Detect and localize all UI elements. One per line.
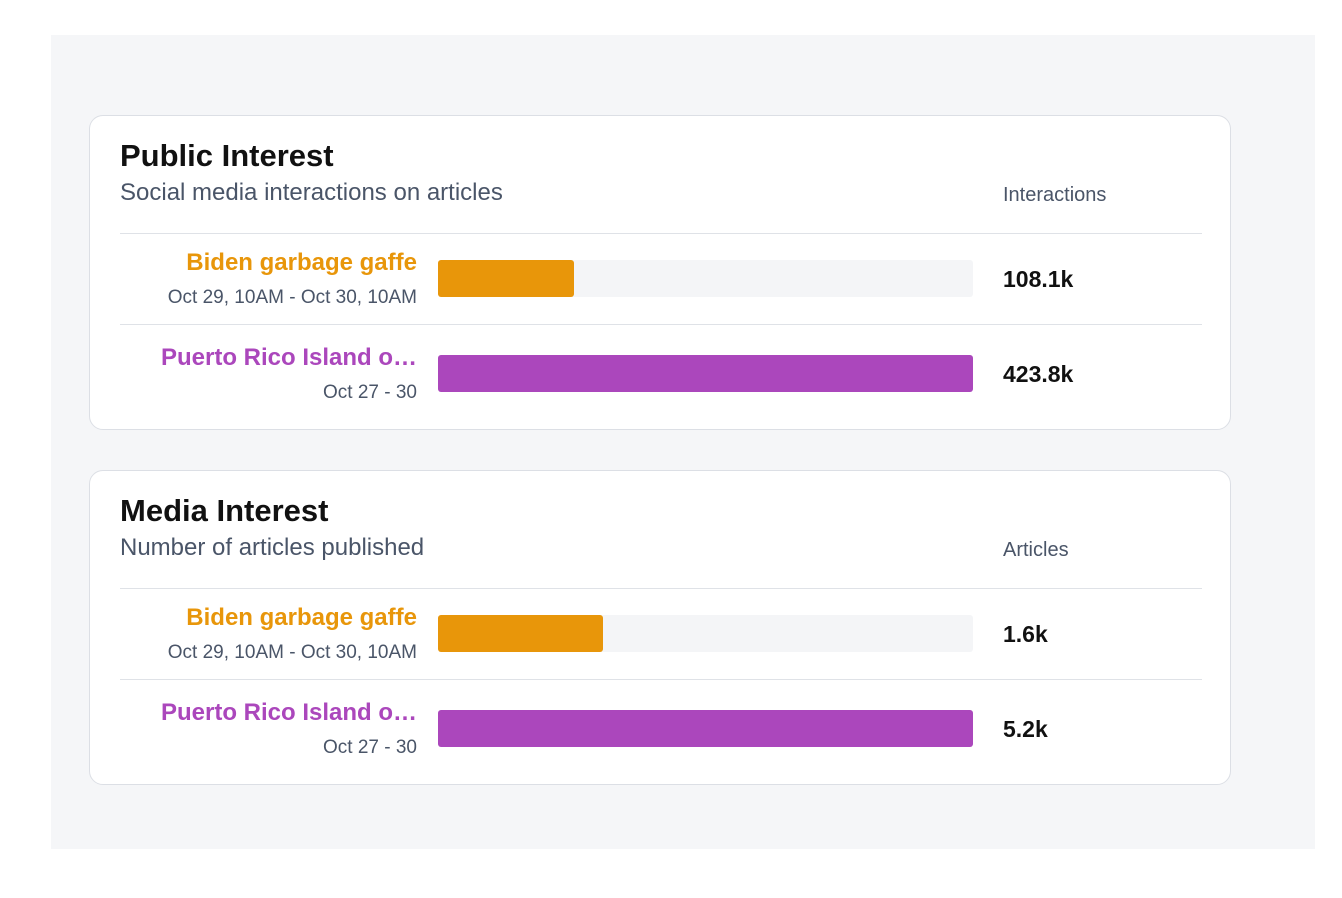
divider <box>120 588 1202 589</box>
bar-puerto-rico <box>438 355 973 392</box>
card-title: Media Interest <box>120 493 329 528</box>
public-interest-card: Public Interest Social media interaction… <box>89 115 1231 430</box>
row-date-puerto-rico: Oct 27 - 30 <box>323 382 417 403</box>
bar-biden <box>438 260 575 297</box>
row-date-puerto-rico: Oct 27 - 30 <box>323 737 417 758</box>
divider <box>120 233 1202 234</box>
column-header: Articles <box>1003 539 1069 561</box>
bar-biden <box>438 615 603 652</box>
row-label-puerto-rico: Puerto Rico Island o… <box>160 344 417 371</box>
bar-puerto-rico <box>438 710 973 747</box>
row-date-biden: Oct 29, 10AM - Oct 30, 10AM <box>167 287 417 308</box>
row-label-biden: Biden garbage gaffe <box>186 249 417 276</box>
bar-track <box>438 260 973 297</box>
card-subtitle: Number of articles published <box>120 534 425 561</box>
row-label-biden: Biden garbage gaffe <box>186 604 417 631</box>
row-date-biden: Oct 29, 10AM - Oct 30, 10AM <box>167 642 417 663</box>
card-subtitle: Social media interactions on articles <box>120 179 503 206</box>
row-value-puerto-rico: 423.8k <box>1003 361 1074 387</box>
bar-track <box>438 355 973 392</box>
bar-track <box>438 710 973 747</box>
row-value-puerto-rico: 5.2k <box>1003 716 1048 742</box>
divider <box>120 324 1202 325</box>
row-label-puerto-rico: Puerto Rico Island o… <box>160 699 417 726</box>
divider <box>120 679 1202 680</box>
row-value-biden: 108.1k <box>1003 266 1074 292</box>
column-header: Interactions <box>1003 184 1107 206</box>
card-title: Public Interest <box>120 138 334 173</box>
bar-track <box>438 615 973 652</box>
media-interest-card: Media Interest Number of articles publis… <box>89 470 1231 785</box>
row-value-biden: 1.6k <box>1003 621 1048 647</box>
